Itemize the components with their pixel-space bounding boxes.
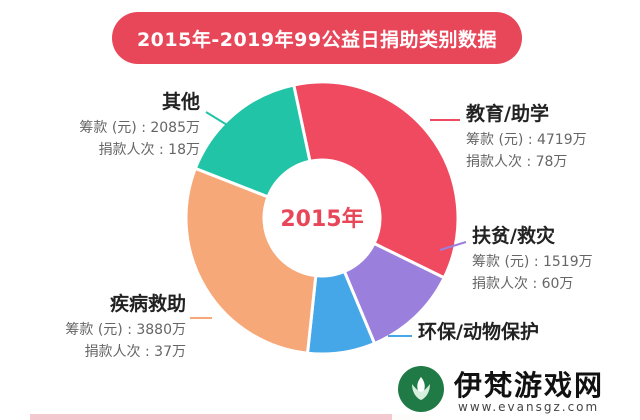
slice-disease — [184, 166, 318, 355]
slice-other — [193, 83, 312, 199]
slice-label-edu: 教育/助学 — [466, 102, 549, 125]
bottom-divider — [30, 414, 430, 420]
center-label: 2015年 — [280, 206, 363, 232]
leader-line-poverty — [439, 241, 467, 251]
slice-amount-other: 筹款 (元) : 2085万 — [79, 119, 200, 136]
watermark-name: 伊梵游戏网 — [454, 369, 605, 402]
slice-label-disease: 疾病救助 — [110, 292, 186, 315]
slice-donors-disease: 捐款人次 : 37万 — [85, 344, 186, 360]
chart-title: 2015年-2019年99公益日捐助类别数据 — [136, 28, 498, 51]
watermark-url: www.evansgz.com — [458, 400, 600, 414]
watermark: 伊梵游戏网 www.evansgz.com — [392, 362, 640, 420]
slice-label-env: 环保/动物保护 — [418, 320, 539, 343]
slice-amount-poverty: 筹款 (元) : 1519万 — [472, 253, 593, 270]
leader-line-other — [205, 111, 233, 129]
slice-label-other: 其他 — [162, 90, 200, 113]
watermark-logo-icon — [398, 366, 444, 412]
slice-amount-disease: 筹款 (元) : 3880万 — [65, 321, 186, 338]
slice-label-poverty: 扶贫/救灾 — [472, 224, 555, 247]
slice-donors-edu: 捐款人次 : 78万 — [466, 154, 567, 170]
slice-donors-other: 捐款人次 : 18万 — [99, 142, 200, 158]
chart-title-banner: 2015年-2019年99公益日捐助类别数据 — [112, 12, 522, 64]
donut-center — [266, 162, 378, 274]
slice-amount-edu: 筹款 (元) : 4719万 — [466, 131, 587, 148]
slice-donors-poverty: 捐款人次 : 60万 — [472, 276, 573, 292]
